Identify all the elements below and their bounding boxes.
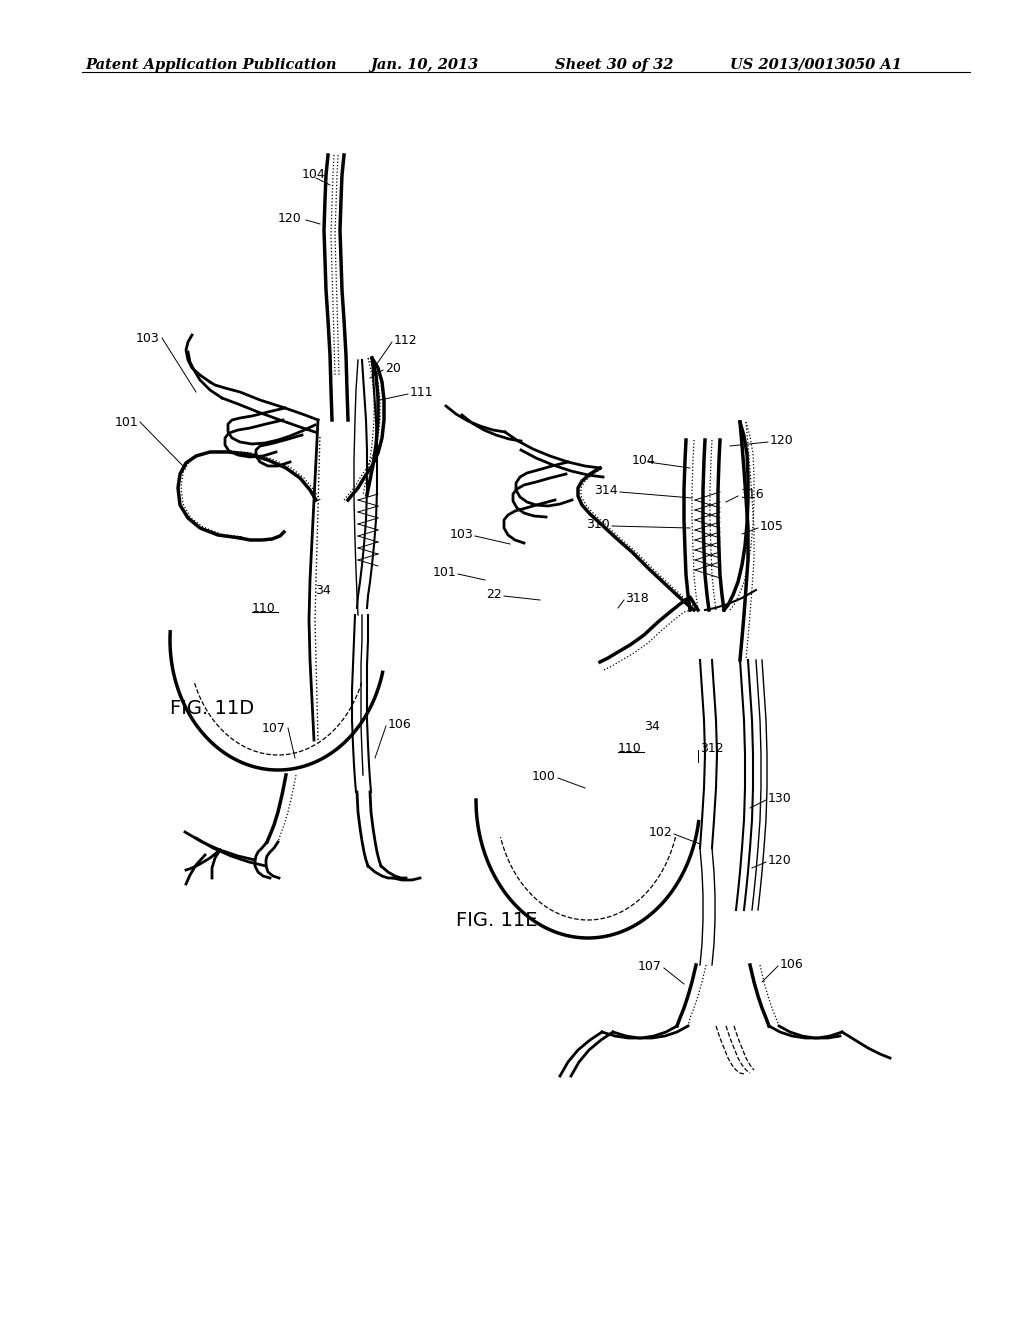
Text: Sheet 30 of 32: Sheet 30 of 32 (555, 58, 674, 73)
Text: 104: 104 (632, 454, 655, 466)
Text: 22: 22 (486, 587, 502, 601)
Text: 106: 106 (780, 957, 804, 970)
Text: 20: 20 (385, 362, 400, 375)
Text: 101: 101 (432, 565, 456, 578)
Text: 105: 105 (760, 520, 784, 532)
Text: 120: 120 (770, 433, 794, 446)
Text: 314: 314 (594, 483, 618, 496)
Text: Patent Application Publication: Patent Application Publication (85, 58, 337, 73)
Text: 100: 100 (532, 770, 556, 783)
Text: 120: 120 (278, 211, 302, 224)
Text: 130: 130 (768, 792, 792, 804)
Text: 103: 103 (450, 528, 473, 540)
Text: 111: 111 (410, 385, 433, 399)
Text: 318: 318 (625, 591, 649, 605)
Text: 110: 110 (252, 602, 275, 615)
Text: 316: 316 (740, 487, 764, 500)
Text: 112: 112 (394, 334, 418, 346)
Text: 312: 312 (700, 742, 724, 755)
Text: 310: 310 (587, 517, 610, 531)
Text: 34: 34 (315, 583, 331, 597)
Text: FIG. 11E: FIG. 11E (456, 911, 538, 929)
Text: 102: 102 (648, 825, 672, 838)
Text: 34: 34 (644, 719, 659, 733)
Text: 103: 103 (135, 331, 159, 345)
Text: US 2013/0013050 A1: US 2013/0013050 A1 (730, 58, 902, 73)
Text: Jan. 10, 2013: Jan. 10, 2013 (370, 58, 478, 73)
Text: 110: 110 (618, 742, 642, 755)
Text: 106: 106 (388, 718, 412, 730)
Text: 107: 107 (262, 722, 286, 734)
Text: 101: 101 (115, 416, 138, 429)
Text: 104: 104 (302, 169, 326, 181)
Text: 107: 107 (638, 960, 662, 973)
Text: 120: 120 (768, 854, 792, 866)
Text: FIG. 11D: FIG. 11D (170, 698, 254, 718)
